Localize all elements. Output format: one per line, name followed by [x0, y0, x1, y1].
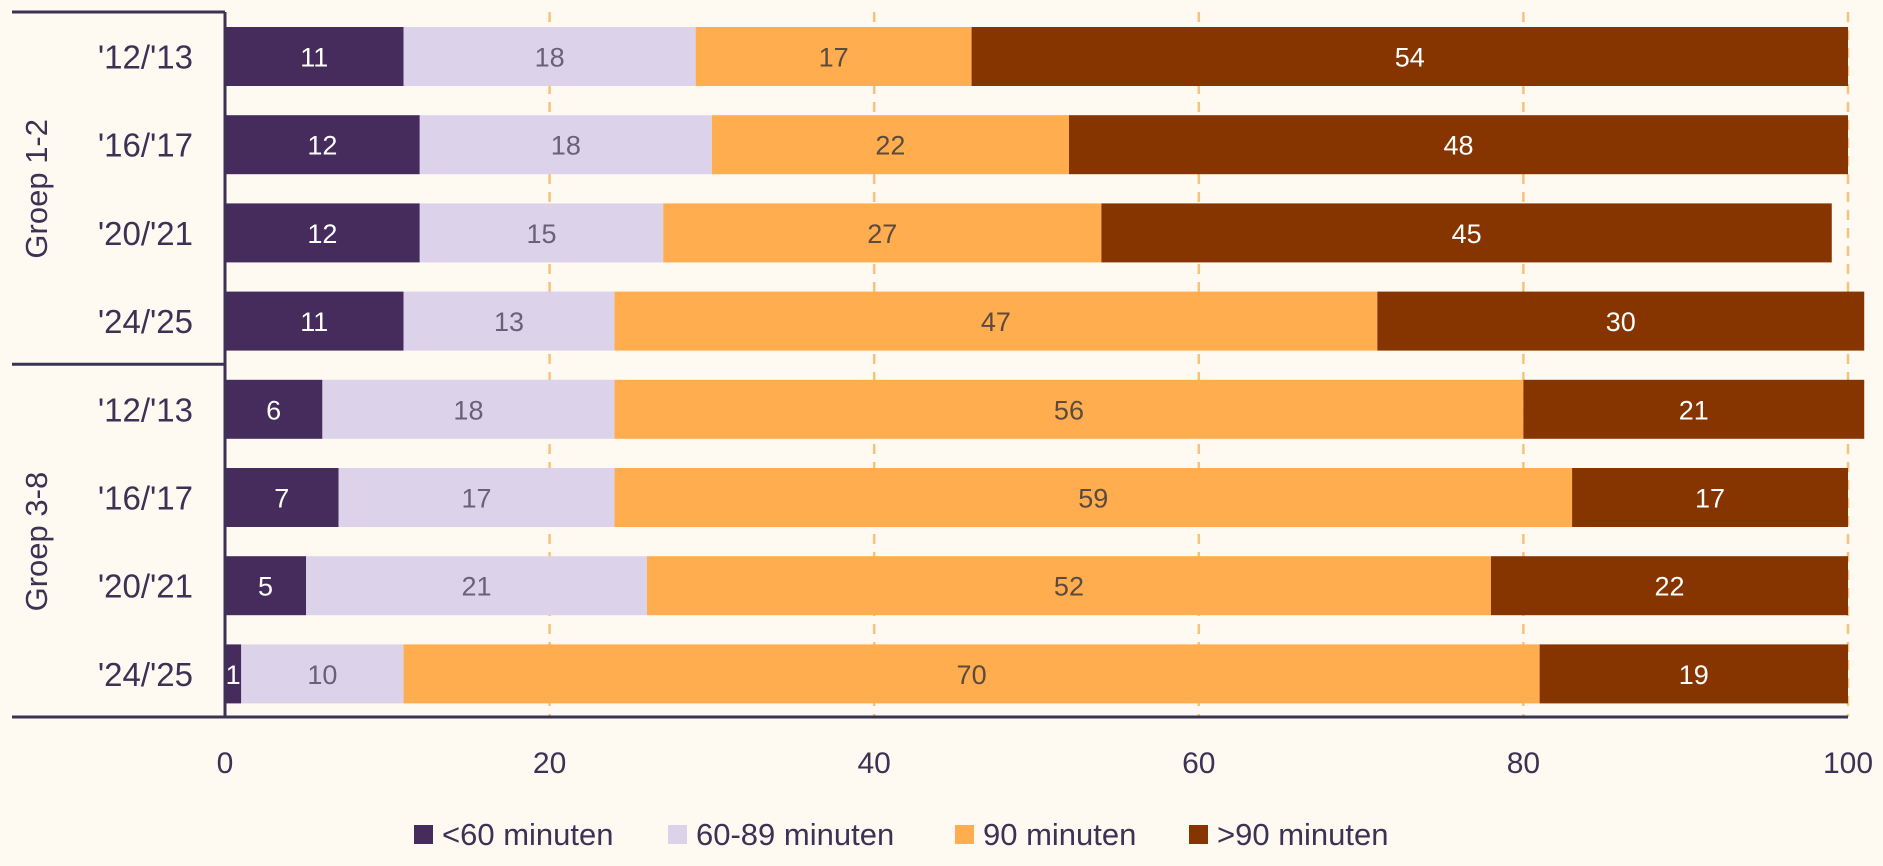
bar-segment	[695, 27, 972, 86]
data-label: 48	[1443, 131, 1473, 161]
legend: <60 minuten 60-89 minuten 90 minuten >90 mi…	[414, 817, 1388, 852]
data-label: 17	[462, 484, 492, 514]
data-label: 21	[462, 572, 492, 602]
data-label: 13	[494, 307, 524, 337]
category-label: '12/'13	[98, 391, 193, 428]
data-label: 45	[1452, 219, 1482, 249]
x-tick-label: 100	[1823, 747, 1873, 780]
data-label: 30	[1606, 307, 1636, 337]
bar-segment	[225, 291, 404, 351]
bar-segment	[663, 203, 1102, 263]
data-label: 1	[226, 660, 241, 690]
bar-segment	[225, 556, 307, 616]
bar-segment	[225, 379, 323, 439]
x-tick-label: 40	[858, 747, 891, 780]
bar-segment	[1523, 379, 1865, 439]
category-label: '16/'17	[98, 127, 193, 164]
data-label: 10	[307, 660, 337, 690]
data-label: 22	[875, 131, 905, 161]
category-label: '24/'25	[98, 303, 193, 340]
legend-swatch	[414, 825, 433, 844]
bar-segment	[971, 27, 1848, 86]
data-label: 18	[453, 395, 483, 425]
bar-segment	[614, 291, 1378, 351]
data-label: 5	[258, 572, 273, 602]
bar-segment	[403, 27, 696, 86]
group-label: Groep 1-2	[19, 119, 54, 259]
data-label: 12	[307, 219, 337, 249]
data-label: 15	[526, 219, 556, 249]
x-axis-ticks: 0 20 40 60 80 100	[217, 747, 1873, 780]
x-tick-label: 60	[1182, 747, 1215, 780]
x-tick-label: 0	[217, 747, 234, 780]
data-label: 11	[300, 43, 328, 73]
category-label: '12/'13	[98, 39, 193, 76]
axes	[12, 10, 1848, 719]
legend-label: >90 minuten	[1217, 817, 1388, 852]
data-label: 12	[307, 131, 337, 161]
data-label: 11	[300, 307, 328, 337]
bar-segment	[419, 203, 664, 263]
data-label: 59	[1078, 484, 1108, 514]
x-tick-label: 20	[533, 747, 566, 780]
data-label: 54	[1395, 43, 1425, 73]
data-label: 7	[274, 484, 289, 514]
bar-segment	[338, 468, 615, 527]
bar-segment	[403, 291, 615, 351]
category-labels: '12/'13 '16/'17 '20/'21 '24/'25 '12/'13 '16/'…	[98, 39, 193, 693]
bar-segment	[1068, 115, 1848, 175]
data-label: 18	[535, 43, 565, 73]
bar-segment	[225, 27, 404, 86]
data-label: 21	[1679, 395, 1709, 425]
data-label: 19	[1679, 660, 1709, 690]
bar-segment	[403, 644, 1540, 704]
bar-segment	[614, 379, 1524, 439]
data-label: 52	[1054, 572, 1084, 602]
legend-swatch	[1189, 825, 1208, 844]
legend-label: 60-89 minuten	[696, 817, 894, 852]
data-label: 27	[867, 219, 897, 249]
data-label: 6	[266, 395, 281, 425]
bar-segment	[225, 468, 339, 527]
category-label: '20/'21	[98, 215, 193, 252]
legend-swatch	[668, 825, 687, 844]
group-label: Groep 3-8	[19, 472, 54, 612]
bar-segment	[711, 115, 1069, 175]
bar-segment	[1377, 291, 1865, 351]
bar-segment	[225, 115, 420, 175]
category-label: '24/'25	[98, 656, 193, 693]
legend-label: 90 minuten	[983, 817, 1136, 852]
data-label: 70	[957, 660, 987, 690]
category-label: '16/'17	[98, 480, 193, 517]
bar-segment	[241, 644, 404, 704]
bar-segment	[1539, 644, 1848, 704]
data-label: 56	[1054, 395, 1084, 425]
bar-segment	[614, 468, 1573, 527]
data-label: 18	[551, 131, 581, 161]
bar-segment	[646, 556, 1491, 616]
category-label: '20/'21	[98, 568, 193, 605]
bar-segment	[306, 556, 647, 616]
data-label: 17	[1695, 484, 1725, 514]
data-label: 47	[981, 307, 1011, 337]
bar-segment	[1490, 556, 1848, 616]
group-labels: Groep 1-2 Groep 3-8	[19, 119, 54, 611]
bar-segment	[225, 644, 242, 704]
legend-label: <60 minuten	[442, 817, 613, 852]
bar-segment	[419, 115, 712, 175]
bar-segment	[1101, 203, 1832, 263]
bar-segment	[1572, 468, 1848, 527]
data-label: 22	[1654, 572, 1684, 602]
x-tick-label: 80	[1507, 747, 1540, 780]
legend-swatch	[955, 825, 974, 844]
data-label: 17	[819, 43, 849, 73]
bar-segment	[322, 379, 615, 439]
bar-segment	[225, 203, 420, 263]
